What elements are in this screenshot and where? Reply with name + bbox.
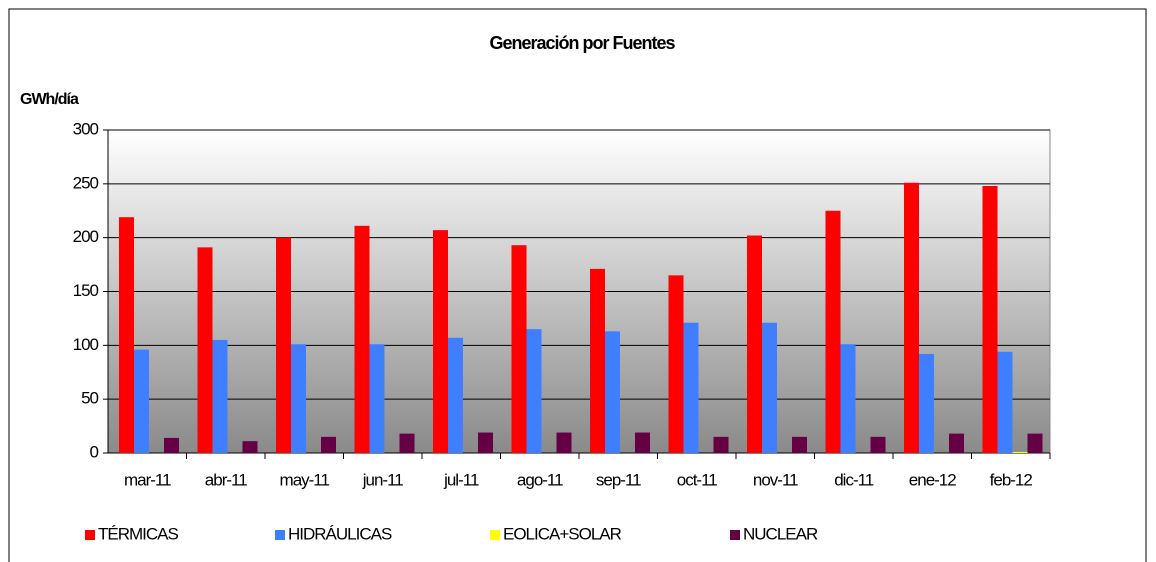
bar <box>590 268 605 453</box>
x-tick-label: ene-12 <box>909 470 956 489</box>
x-tick-label: jun-11 <box>362 470 404 489</box>
bar <box>683 322 699 453</box>
bar <box>747 235 762 453</box>
x-tick-label: jul-11 <box>443 470 479 489</box>
chart-title: Generación por Fuentes <box>489 33 675 53</box>
bar <box>321 436 336 453</box>
legend-swatch <box>730 530 740 540</box>
legend-label: EOLICA+SOLAR <box>503 524 622 543</box>
bar <box>556 432 572 453</box>
y-tick-label: 50 <box>81 389 98 408</box>
x-tick-label: sep-11 <box>596 470 641 489</box>
legend-swatch <box>275 530 285 540</box>
x-tick-label: ago-11 <box>517 470 563 489</box>
bar <box>276 237 291 453</box>
y-tick-label: 0 <box>90 442 99 461</box>
bar <box>164 437 179 453</box>
bar <box>997 351 1013 453</box>
x-tick-label: feb-12 <box>990 470 1033 489</box>
y-tick-label: 250 <box>73 173 99 192</box>
legend-label: NUCLEAR <box>743 524 818 543</box>
bar <box>511 245 527 453</box>
bar <box>668 275 684 453</box>
bar <box>478 432 493 453</box>
y-tick-label: 100 <box>73 335 99 354</box>
bar <box>635 432 650 453</box>
x-tick-label: nov-11 <box>753 470 798 489</box>
legend-label: TÉRMICAS <box>98 524 179 543</box>
bar <box>448 337 463 453</box>
bar <box>197 247 213 453</box>
x-tick-label: mar-11 <box>124 470 171 489</box>
x-tick-label: oct-11 <box>677 470 718 489</box>
y-axis-label: GWh/día <box>20 91 79 108</box>
bar <box>369 344 385 453</box>
bar <box>840 344 856 453</box>
bar <box>134 349 149 453</box>
legend-swatch <box>490 530 500 540</box>
bar <box>242 441 258 453</box>
bar <box>1012 451 1028 453</box>
x-tick-label: may-11 <box>280 470 330 489</box>
bar <box>119 217 134 453</box>
bar <box>713 436 729 453</box>
bar <box>1027 433 1043 453</box>
frame <box>8 8 1147 562</box>
bar <box>605 331 620 453</box>
bar <box>792 436 807 453</box>
bar <box>949 433 964 453</box>
bar <box>825 210 841 453</box>
x-tick-label: abr-11 <box>205 470 247 489</box>
x-tick-label: dic-11 <box>834 470 874 489</box>
y-tick-label: 300 <box>73 119 99 138</box>
bar <box>212 339 228 453</box>
y-tick-label: 200 <box>73 227 99 246</box>
bar <box>919 353 934 453</box>
bar <box>291 344 306 453</box>
bar <box>904 182 919 454</box>
bar <box>870 436 886 453</box>
bar <box>433 230 448 453</box>
legend-label: HIDRÁULICAS <box>288 524 392 543</box>
bar <box>354 225 370 453</box>
y-tick-label: 150 <box>73 281 99 300</box>
bar <box>762 322 777 453</box>
bar <box>399 433 415 453</box>
bar <box>982 185 998 453</box>
bar <box>526 329 542 453</box>
legend-swatch <box>85 530 95 540</box>
